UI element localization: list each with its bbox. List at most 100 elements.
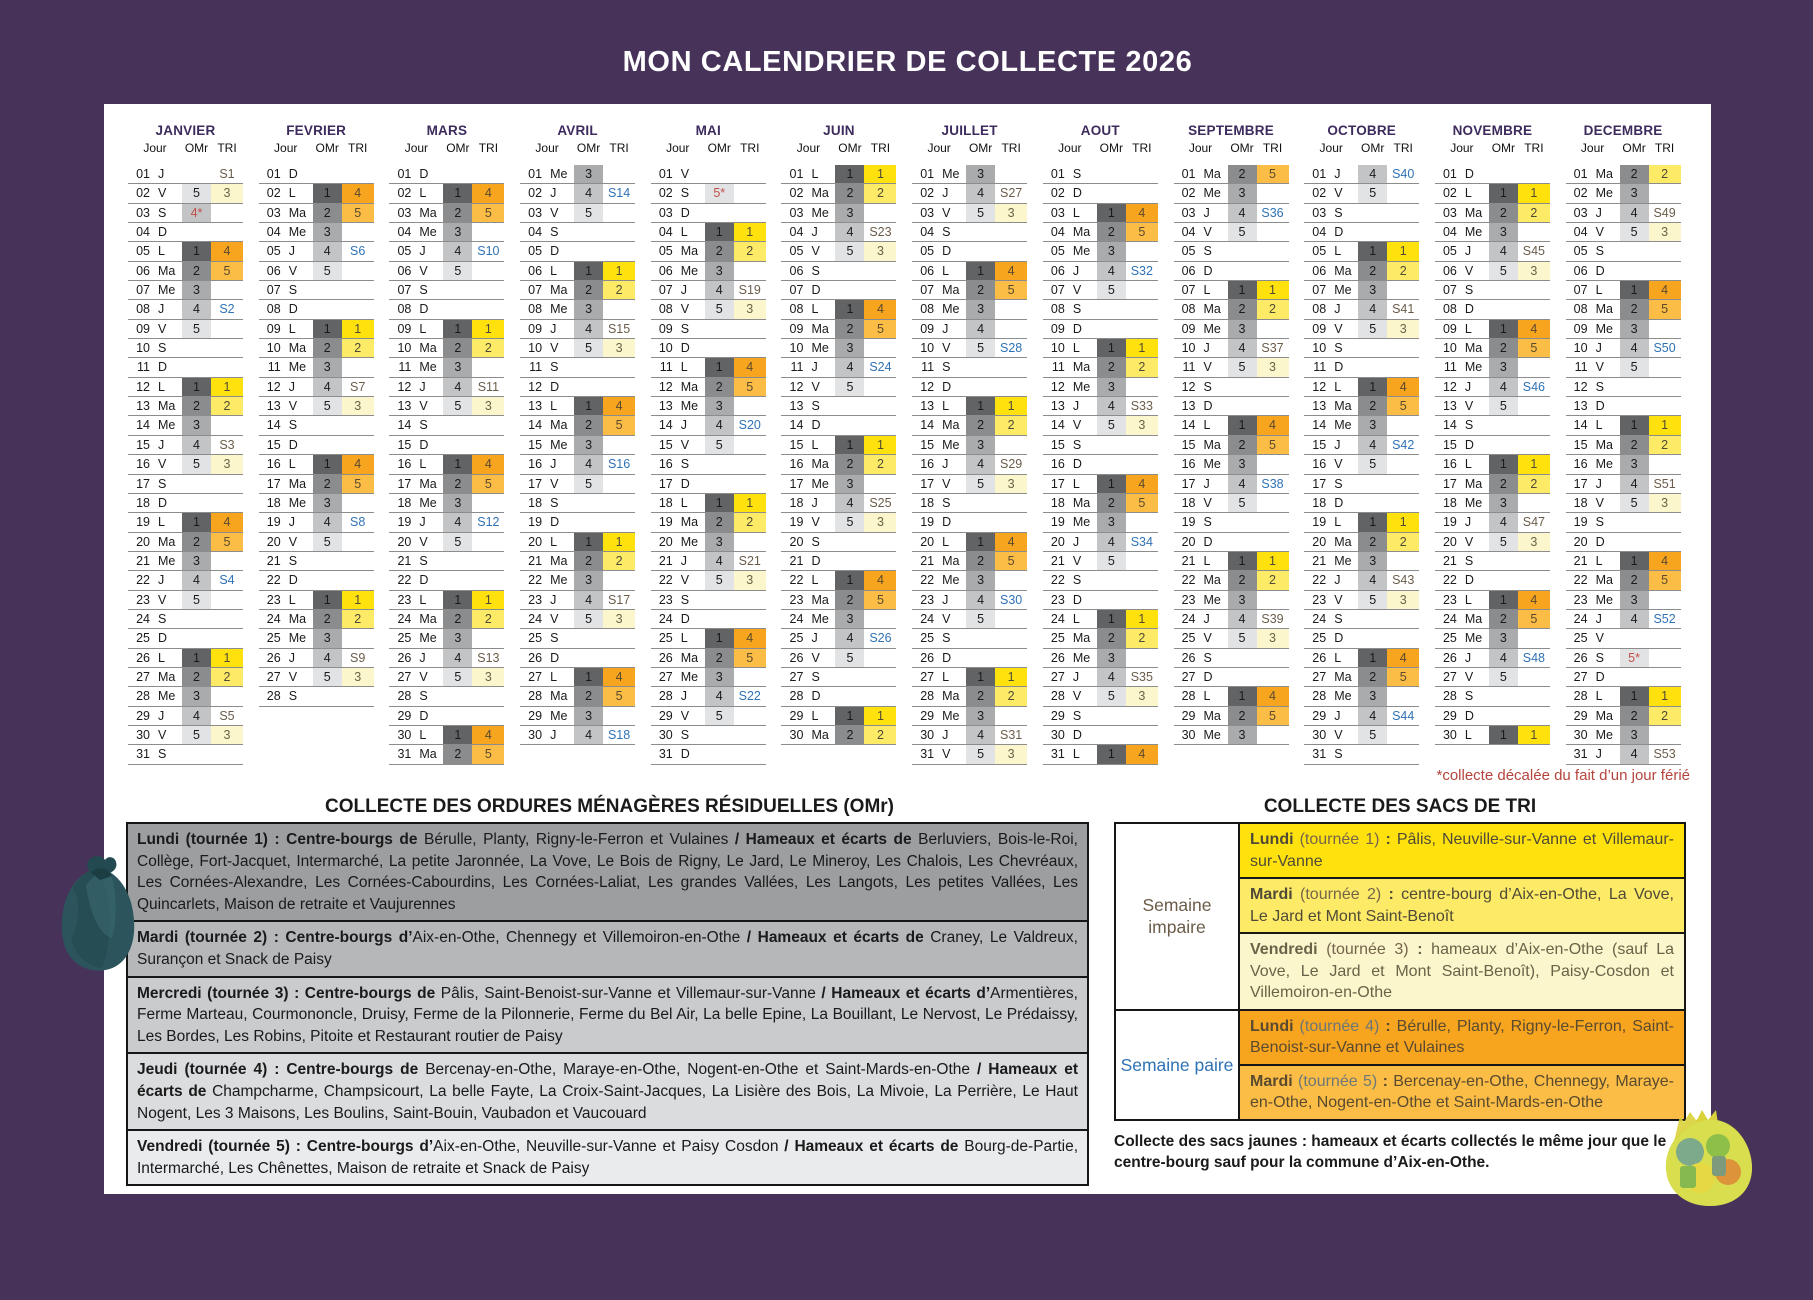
omr-cell	[705, 320, 734, 338]
weekday-letter: J	[419, 244, 426, 259]
tri-tournee: (tournée 1)	[1299, 831, 1380, 848]
day-number: 04	[528, 225, 543, 240]
weekday-letter: V	[1072, 689, 1082, 704]
day-row: 10 J 4 S37	[1173, 339, 1289, 359]
tri-cell: 2	[1648, 435, 1681, 455]
day-row: 26 V 5	[781, 648, 897, 668]
day-number: 03	[920, 205, 935, 220]
day-row: 18 J 4 S25	[781, 493, 897, 514]
weekday-letter: V	[158, 592, 167, 607]
omr-cell: 1	[1619, 281, 1649, 300]
weekday-letter: J	[158, 437, 165, 452]
omr-cell: 5	[1488, 532, 1518, 551]
tri-cell: 1	[1648, 416, 1681, 435]
day-number: 18	[1442, 495, 1457, 510]
omr-cell: 2	[443, 339, 473, 358]
day-row: 10 S	[128, 339, 243, 359]
tri-cell: 3	[733, 300, 766, 319]
omr-cell	[705, 475, 734, 493]
omr-cell: 4	[574, 319, 604, 339]
weekday-letter: V	[811, 515, 820, 530]
week-number: S49	[1653, 205, 1676, 220]
tri-cell: 3	[864, 513, 897, 532]
day-row: 06 L 1 1	[520, 261, 636, 282]
day-number: 21	[397, 553, 412, 568]
tri-cell: 5	[603, 416, 636, 435]
omr-cell	[705, 455, 734, 473]
weekday-letter: Me	[942, 167, 960, 181]
omr-cell: 4	[1358, 706, 1388, 725]
day-row: 23 Ma 2 5	[781, 590, 897, 610]
day-row: 15 D	[258, 436, 374, 456]
weekday-letter: V	[550, 341, 559, 356]
omr-cell	[966, 649, 995, 667]
weekday-letter: V	[419, 669, 428, 684]
column-subheaders: Jour OMr TRI	[1174, 140, 1289, 156]
day-row: 02 Me 3	[1565, 184, 1681, 204]
week-number: S42	[1392, 437, 1415, 452]
omr-cell: 1	[1488, 455, 1518, 474]
day-row: 07 J 4 S19	[650, 281, 766, 301]
day-row: 23 J 4 S17	[520, 590, 636, 610]
day-number: 25	[528, 631, 543, 646]
omr-cell: 5	[182, 319, 211, 339]
day-row: 23 V 5 3	[1304, 590, 1420, 610]
tri-cell	[1649, 513, 1681, 531]
weekday-letter: Ma	[1464, 341, 1483, 356]
tri-cell	[342, 436, 374, 454]
weekday-letter: D	[811, 283, 821, 298]
day-number: 03	[658, 205, 673, 220]
tri-cell	[603, 475, 635, 493]
day-number: 04	[397, 225, 412, 240]
tri-cell: 5	[211, 532, 243, 551]
tri-cell	[603, 378, 635, 396]
tri-cell: 4	[733, 358, 766, 377]
weekday-letter: V	[419, 534, 428, 549]
weekday-letter: Ma	[550, 553, 568, 568]
tri-cell: 5	[603, 687, 636, 706]
day-number: 24	[1442, 611, 1457, 626]
day-row: 03 D	[650, 204, 766, 224]
day-row: 17 J 4 S38	[1173, 474, 1289, 494]
omr-cell	[182, 165, 211, 183]
day-row: 08 D	[1434, 300, 1550, 320]
day-number: 06	[1442, 263, 1457, 278]
weekday-letter: L	[158, 244, 165, 259]
omr-cell: 1	[835, 300, 865, 319]
tri-cell: 4	[864, 300, 897, 319]
day-row: 11 S	[912, 358, 1028, 378]
tri-cell: 2	[995, 687, 1028, 706]
omr-cell	[835, 416, 864, 434]
weekday-letter: V	[419, 399, 428, 414]
tri-cell	[1649, 649, 1681, 667]
omr-cell	[443, 436, 472, 454]
omr-tour-row: Mercredi (tournée 3) : Centre-bourgs de …	[128, 975, 1087, 1053]
omr-cell: 4	[574, 725, 604, 745]
weekday-letter: S	[288, 283, 298, 298]
omr-cell: 1	[443, 319, 473, 339]
tri-cell: 2	[864, 725, 897, 745]
day-row: 18 V 5	[1173, 493, 1289, 514]
week-parity-label: Semaine impaire	[1116, 824, 1240, 1009]
day-number: 15	[1181, 437, 1196, 452]
tri-cell	[472, 687, 504, 705]
day-number: 26	[1312, 650, 1327, 665]
day-row: 04 L 1 1	[650, 223, 766, 243]
weekday-letter: D	[419, 573, 429, 588]
day-number: 15	[136, 437, 150, 452]
tri-cell	[1387, 339, 1419, 357]
tri-cell	[1126, 165, 1158, 183]
weekday-letter: L	[680, 495, 688, 510]
tri-day: Lundi	[1250, 1017, 1294, 1035]
omr-cell: 1	[966, 532, 996, 551]
day-number: 26	[1573, 650, 1588, 665]
day-row: 17 S	[1304, 475, 1420, 494]
day-number: 12	[658, 379, 673, 394]
week-number: S9	[350, 650, 366, 665]
day-number: 27	[789, 669, 804, 684]
omr-cell: 5	[312, 532, 342, 551]
omr-cell	[313, 416, 342, 434]
day-number: 17	[1573, 476, 1588, 491]
omr-cell: 1	[1227, 281, 1257, 300]
tri-cell	[342, 262, 374, 280]
